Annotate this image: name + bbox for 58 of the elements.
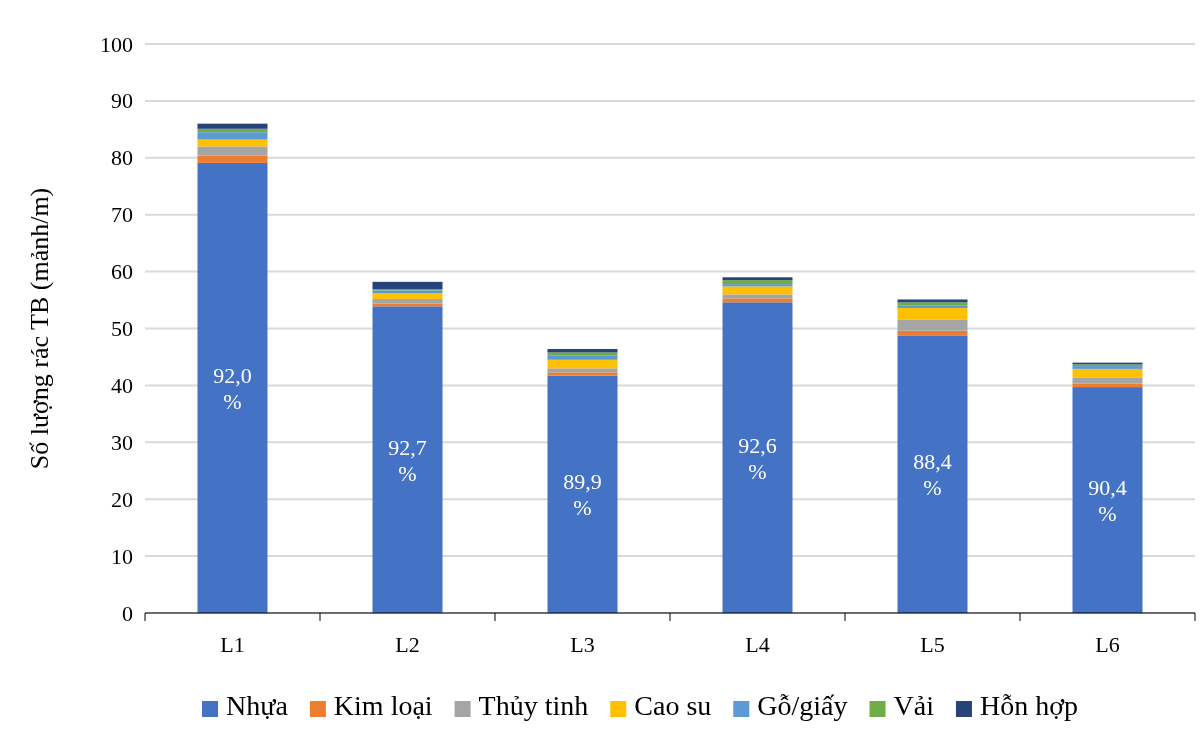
- legend-label: Hỗn hợp: [979, 690, 1078, 721]
- legend-label: Nhựa: [226, 690, 289, 721]
- x-tick-label: L3: [570, 632, 595, 657]
- bar: [547, 355, 618, 360]
- bar: [547, 375, 618, 613]
- bar: [547, 368, 618, 373]
- y-tick-label: 90: [111, 88, 133, 114]
- annotation: 88,4 %: [913, 449, 952, 501]
- bar: [897, 335, 968, 613]
- bar: [197, 155, 268, 163]
- bar: [722, 298, 793, 303]
- x-tick-label: L1: [220, 632, 245, 657]
- x-tick-label: L2: [395, 632, 420, 657]
- y-tick-label: 80: [111, 145, 133, 171]
- y-tick-label: 0: [122, 600, 133, 626]
- y-tick-label: 40: [111, 372, 133, 398]
- legend-label: Thủy tinh: [478, 690, 589, 721]
- legend-label: Kim loại: [333, 690, 433, 721]
- bar: [722, 294, 793, 299]
- bar: [1072, 368, 1143, 378]
- annotation: 92,6 %: [738, 432, 777, 484]
- bar: [197, 123, 268, 129]
- bar: [722, 286, 793, 295]
- y-tick-label: 50: [111, 316, 133, 342]
- bar: [372, 306, 443, 613]
- bar: [547, 372, 618, 376]
- bar: [722, 277, 793, 281]
- bar: [897, 330, 968, 336]
- y-axis-title: Số lượng rác TB (mảnh/m): [25, 187, 54, 470]
- x-tick-label: L6: [1095, 632, 1120, 657]
- y-tick-label: 10: [111, 543, 133, 569]
- x-tick-label: L4: [745, 632, 770, 657]
- y-tick-label: 30: [111, 429, 133, 455]
- annotation: 90,4 %: [1088, 475, 1127, 527]
- y-tick-label: 100: [100, 31, 133, 57]
- annotation: 89,9 %: [563, 469, 602, 521]
- bar: [722, 302, 793, 613]
- y-tick-label: 70: [111, 202, 133, 228]
- legend-label: Gỗ/giấy: [757, 690, 848, 721]
- bar: [197, 162, 268, 613]
- bar: [1072, 387, 1143, 613]
- bar: [722, 280, 793, 285]
- bar: [197, 146, 268, 156]
- bar: [1072, 377, 1143, 384]
- y-tick-label: 60: [111, 259, 133, 285]
- legend-label: Cao su: [634, 690, 712, 721]
- legend-label: Vải: [893, 690, 935, 721]
- bar: [197, 132, 268, 140]
- bar: [372, 293, 443, 299]
- bar: [897, 308, 968, 320]
- annotation: 92,7 %: [388, 434, 427, 486]
- bar: [372, 281, 443, 290]
- bar: [897, 319, 968, 331]
- y-tick-label: 20: [111, 486, 133, 512]
- bar: [372, 303, 443, 307]
- x-tick-label: L5: [920, 632, 945, 657]
- annotation: 92,0 %: [213, 362, 252, 414]
- bar: [547, 359, 618, 369]
